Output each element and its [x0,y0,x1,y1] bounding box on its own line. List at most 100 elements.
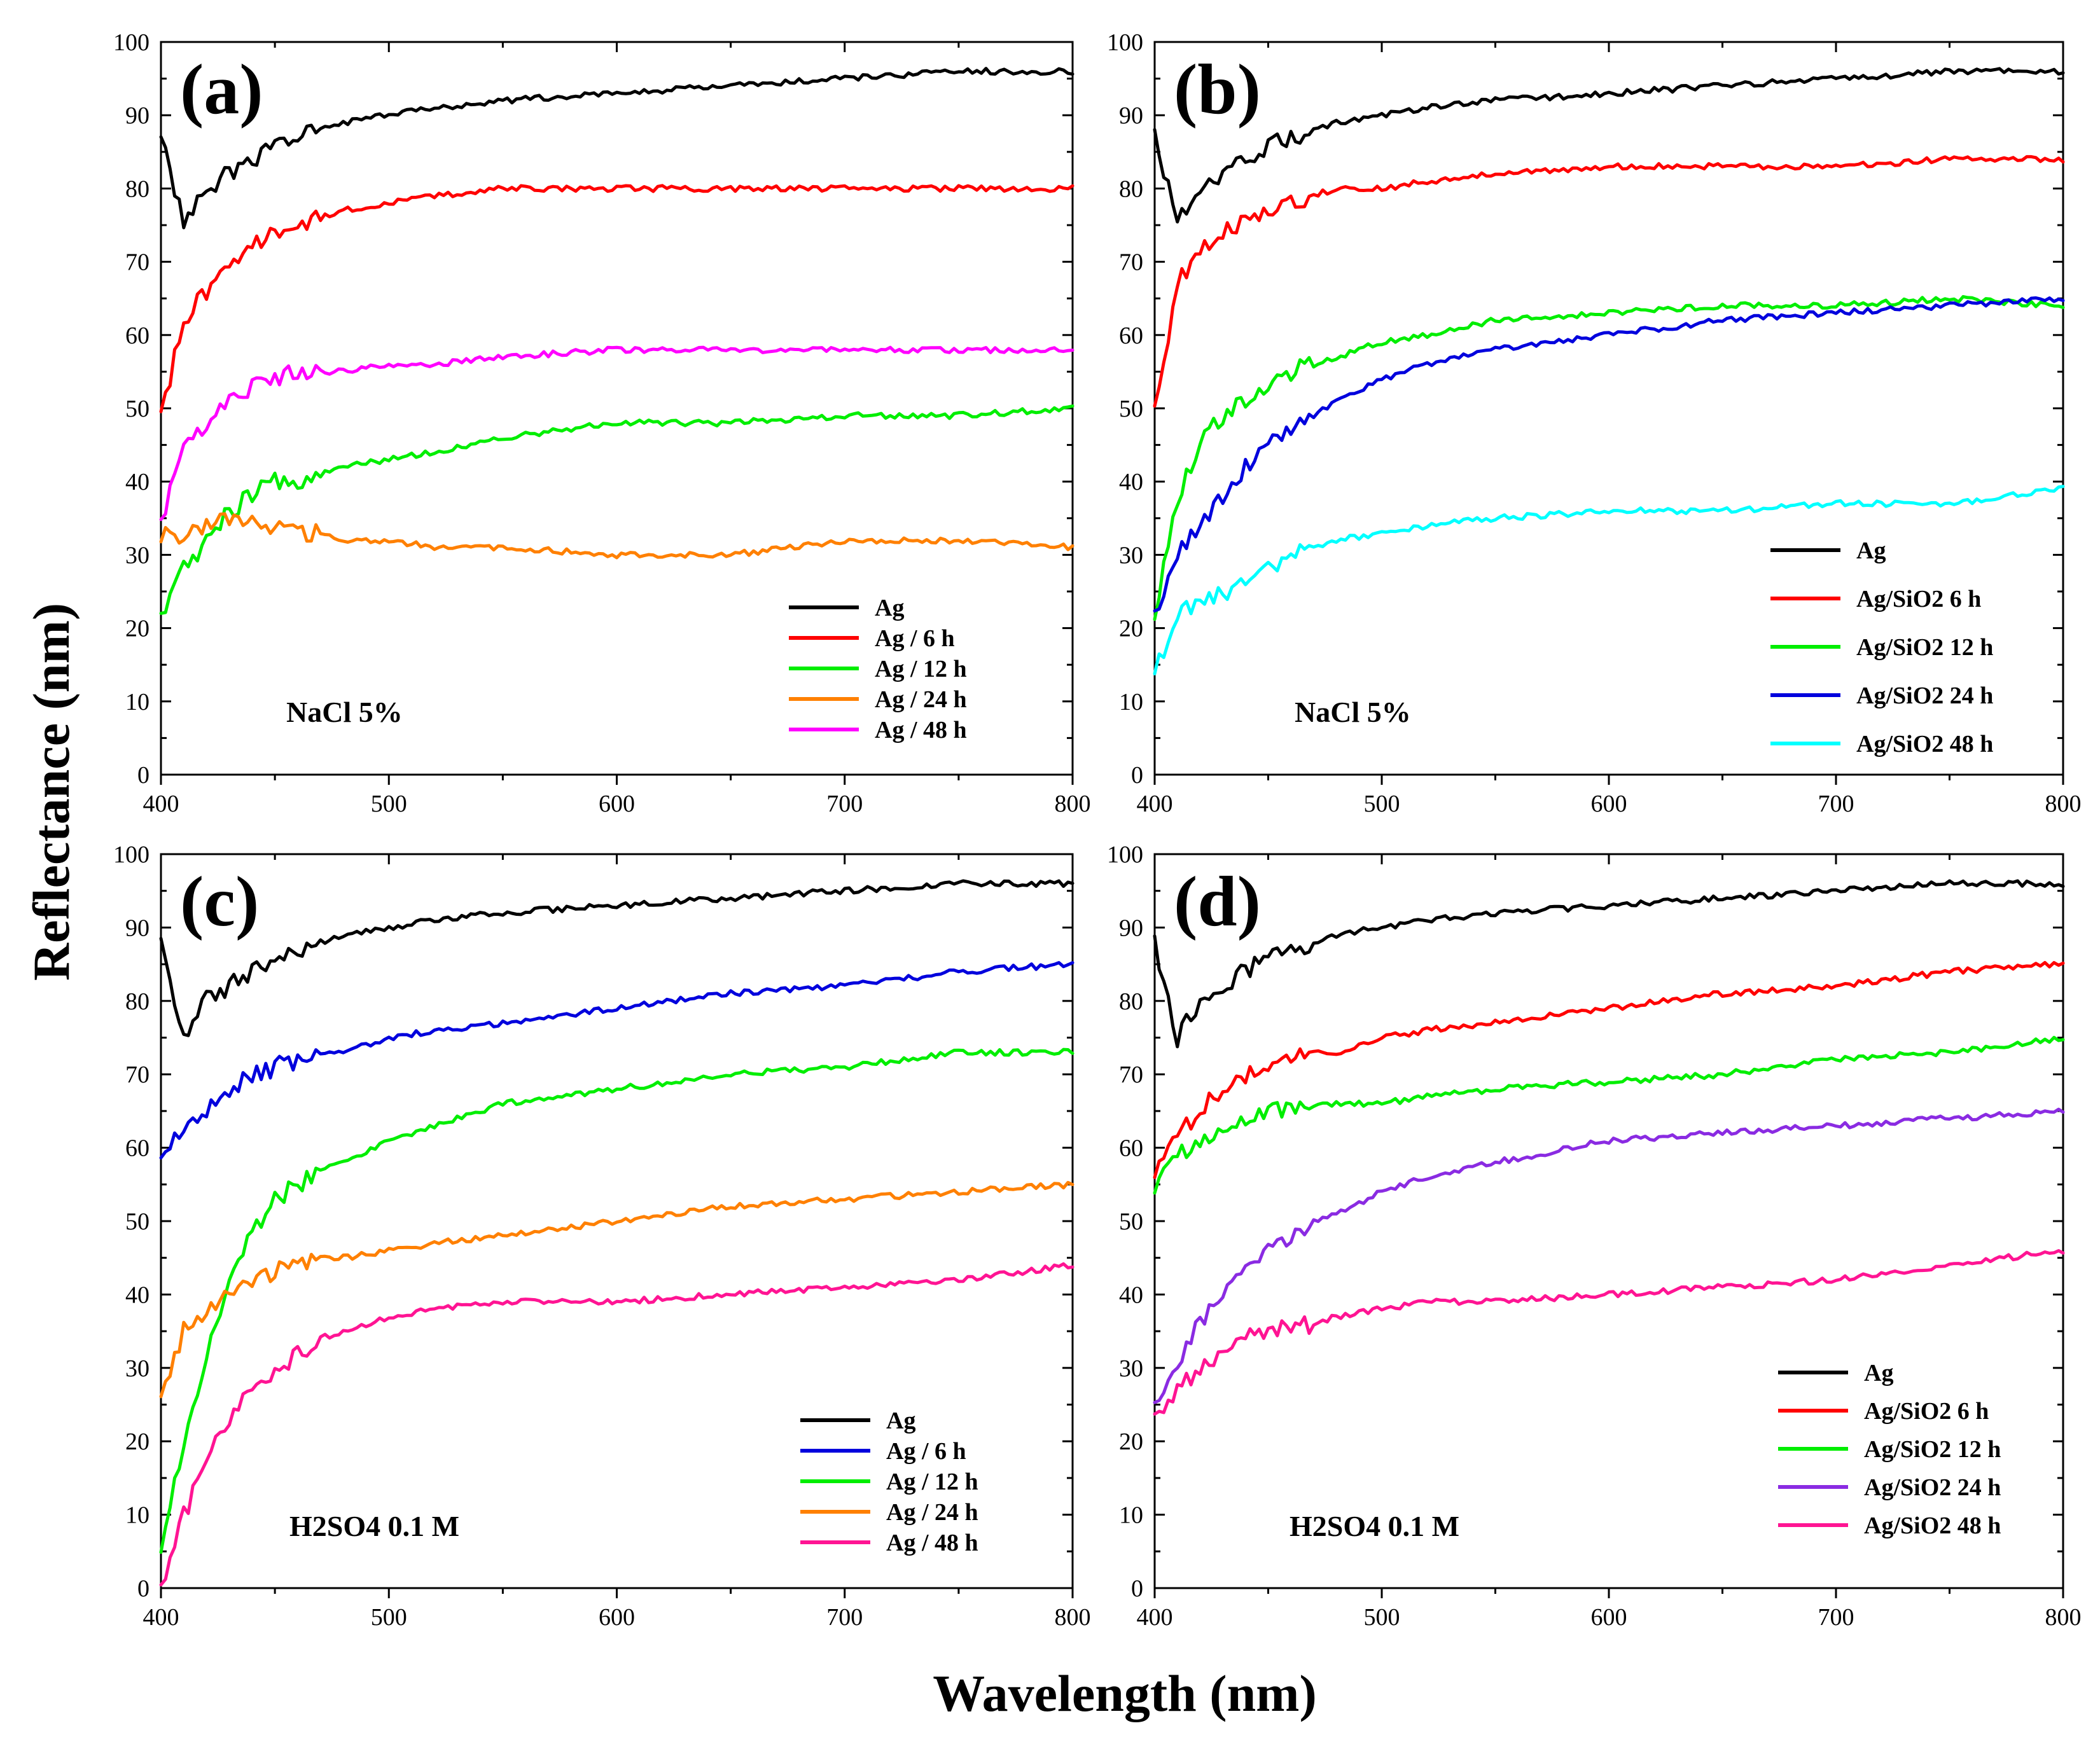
y-tick-label: 50 [1119,1208,1143,1235]
y-tick-label: 30 [125,542,150,569]
legend-label: Ag/SiO2 24 h [1856,682,1993,709]
x-tick-label: 500 [371,791,407,817]
series-line [1153,879,2065,1049]
y-tick-label: 50 [125,396,150,422]
legend-label: Ag / 24 h [886,1499,978,1526]
condition-label: NaCl 5% [1295,696,1411,728]
panel-label: (b) [1174,50,1261,129]
y-tick-label: 0 [1131,762,1143,789]
series-line [1153,485,2065,675]
x-tick-label: 400 [1137,791,1173,817]
legend-label: Ag / 48 h [886,1530,978,1556]
y-tick-label: 0 [1131,1575,1143,1602]
y-tick-label: 10 [1119,689,1143,716]
x-tick-label: 600 [1591,791,1627,817]
y-tick-label: 30 [125,1355,150,1382]
x-tick-label: 800 [1055,791,1091,817]
x-tick-label: 400 [143,1604,179,1631]
legend-label: Ag / 24 h [875,686,967,713]
x-axis-title: Wavelength (nm) [933,1664,1317,1722]
series-line [1153,67,2065,224]
y-tick-label: 0 [137,1575,150,1602]
series-line [1153,294,2065,621]
x-tick-label: 700 [1818,791,1854,817]
legend-label: Ag [875,595,904,621]
y-tick-label: 50 [1119,396,1143,422]
y-tick-label: 20 [125,616,150,642]
y-tick-label: 100 [113,841,150,868]
series-line [1153,1035,2065,1195]
y-tick-label: 60 [1119,322,1143,349]
x-tick-label: 600 [599,1604,635,1631]
y-tick-label: 40 [1119,1282,1143,1308]
panel-label: (a) [180,50,263,129]
legend-label: Ag [886,1407,915,1434]
y-tick-label: 70 [125,249,150,276]
x-tick-label: 600 [599,791,635,817]
panel-label: (c) [180,862,259,941]
y-tick-label: 70 [1119,249,1143,276]
y-tick-label: 0 [137,762,150,789]
y-axis-title: Reflectance (nm) [22,603,80,981]
y-tick-label: 80 [125,988,150,1015]
y-tick-label: 40 [125,469,150,495]
x-tick-label: 700 [1818,1604,1854,1631]
x-tick-label: 400 [1137,1604,1173,1631]
x-tick-label: 700 [826,1604,863,1631]
panel-a: 0 10 20 30 40 50 60 70 80 90 100 400 500 600 700 800 (a)… [113,29,1091,817]
y-tick-label: 10 [125,1502,150,1529]
series-line [159,1262,1074,1587]
panel-b: 0 10 20 30 40 50 60 70 80 90 100 400 500 600 700 800 (b)… [1107,29,2082,817]
y-tick-label: 90 [1119,102,1143,129]
x-tick-label: 800 [2045,791,2082,817]
legend-label: Ag/SiO2 12 h [1856,634,1993,661]
legend-label: Ag/SiO2 48 h [1856,731,1993,757]
series-line [159,67,1074,230]
legend-label: Ag / 12 h [886,1469,978,1495]
panel-c: 0 10 20 30 40 50 60 70 80 90 100 400 500 600 700 800 (c)… [113,841,1091,1631]
y-tick-label: 10 [125,689,150,716]
condition-label: NaCl 5% [286,696,403,728]
series-line [159,184,1074,413]
y-tick-label: 100 [113,29,150,56]
plot-frame [1153,41,2064,776]
x-tick-label: 800 [2045,1604,2082,1631]
panel-d: 0 10 20 30 40 50 60 70 80 90 100 400 500 600 700 800 (d)… [1107,841,2082,1631]
legend: Ag Ag/SiO2 6 h Ag/SiO2 12 h Ag/SiO2 24 h Ag/… [1778,1360,2001,1539]
x-tick-label: 600 [1591,1604,1627,1631]
y-tick-label: 80 [1119,988,1143,1015]
series-line [159,1180,1074,1399]
series-line [159,961,1074,1159]
legend: Ag Ag / 6 h Ag / 12 h Ag / 24 h Ag / 48 h [789,595,967,743]
y-tick-label: 30 [1119,1355,1143,1382]
y-tick-label: 70 [125,1061,150,1088]
legend-label: Ag/SiO2 12 h [1864,1436,2001,1463]
y-tick-label: 80 [1119,176,1143,202]
series-line [159,345,1074,522]
legend-label: Ag/SiO2 48 h [1864,1512,2001,1539]
y-tick-label: 100 [1107,841,1143,868]
y-tick-label: 10 [1119,1502,1143,1529]
series-line [1153,1107,2065,1404]
legend: Ag Ag/SiO2 6 h Ag/SiO2 12 h Ag/SiO2 24 h Ag/… [1770,537,1993,757]
legend-label: Ag / 12 h [875,656,967,682]
x-tick-label: 500 [1364,1604,1400,1631]
y-tick-label: 100 [1107,29,1143,56]
y-tick-label: 40 [1119,469,1143,495]
legend-label: Ag / 6 h [875,625,955,652]
legend-label: Ag [1856,537,1886,564]
y-tick-label: 40 [125,1282,150,1308]
panel-label: (d) [1174,862,1261,941]
legend-label: Ag/SiO2 6 h [1856,586,1981,612]
x-tick-label: 400 [143,791,179,817]
y-tick-label: 80 [125,176,150,202]
y-tick-label: 20 [125,1428,150,1455]
x-tick-label: 800 [1055,1604,1091,1631]
x-tick-label: 500 [371,1604,407,1631]
condition-label: H2SO4 0.1 M [1290,1510,1459,1542]
x-tick-label: 500 [1364,791,1400,817]
y-tick-label: 60 [125,1135,150,1162]
y-tick-label: 60 [1119,1135,1143,1162]
y-tick-label: 30 [1119,542,1143,569]
